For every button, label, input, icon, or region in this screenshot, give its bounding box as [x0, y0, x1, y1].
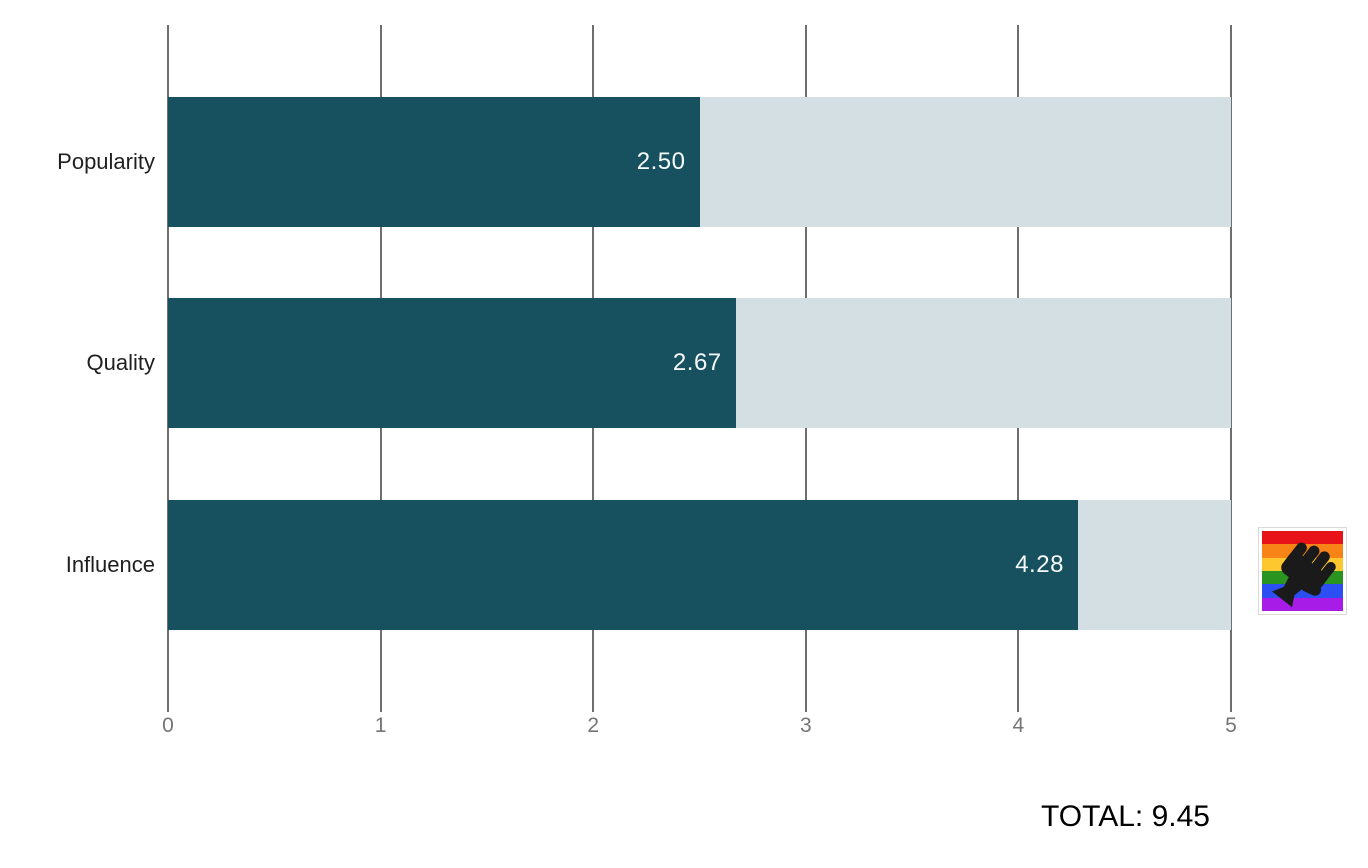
bar-value-label: 2.67 — [672, 349, 722, 376]
rainbow-stripes — [1262, 531, 1343, 611]
bar-row-popularity: 2.50 — [168, 97, 1231, 227]
stripe-purple — [1262, 597, 1343, 611]
bar-value-label: 2.50 — [636, 148, 686, 175]
category-label-quality: Quality — [86, 350, 155, 375]
bar-fill-influence: 4.28 — [168, 500, 1078, 630]
x-tick-0: 0 — [162, 714, 174, 737]
bar-fill-quality: 2.67 — [168, 298, 736, 428]
x-axis: 0 1 2 3 4 5 — [162, 714, 1237, 740]
x-tick-1: 1 — [374, 714, 387, 737]
total-score-label: TOTAL: 9.45 — [1041, 800, 1210, 833]
category-label-influence: Influence — [65, 552, 155, 577]
blm-pride-flag-icon — [1258, 527, 1347, 615]
x-tick-3: 3 — [799, 714, 812, 737]
raised-fist-icon — [1271, 542, 1336, 608]
stripe-red — [1262, 531, 1343, 545]
gridline-5 — [1230, 25, 1232, 712]
plot-area: 2.50 2.67 4.28 — [167, 25, 1232, 712]
category-label-popularity: Popularity — [57, 149, 155, 174]
bar-fill-popularity: 2.50 — [168, 97, 700, 227]
bar-row-influence: 4.28 — [168, 500, 1231, 630]
x-tick-2: 2 — [587, 714, 600, 737]
bar-row-quality: 2.67 — [168, 298, 1231, 428]
bar-value-label: 4.28 — [1015, 551, 1064, 578]
x-tick-5: 5 — [1225, 714, 1237, 737]
x-tick-4: 4 — [1012, 714, 1025, 737]
